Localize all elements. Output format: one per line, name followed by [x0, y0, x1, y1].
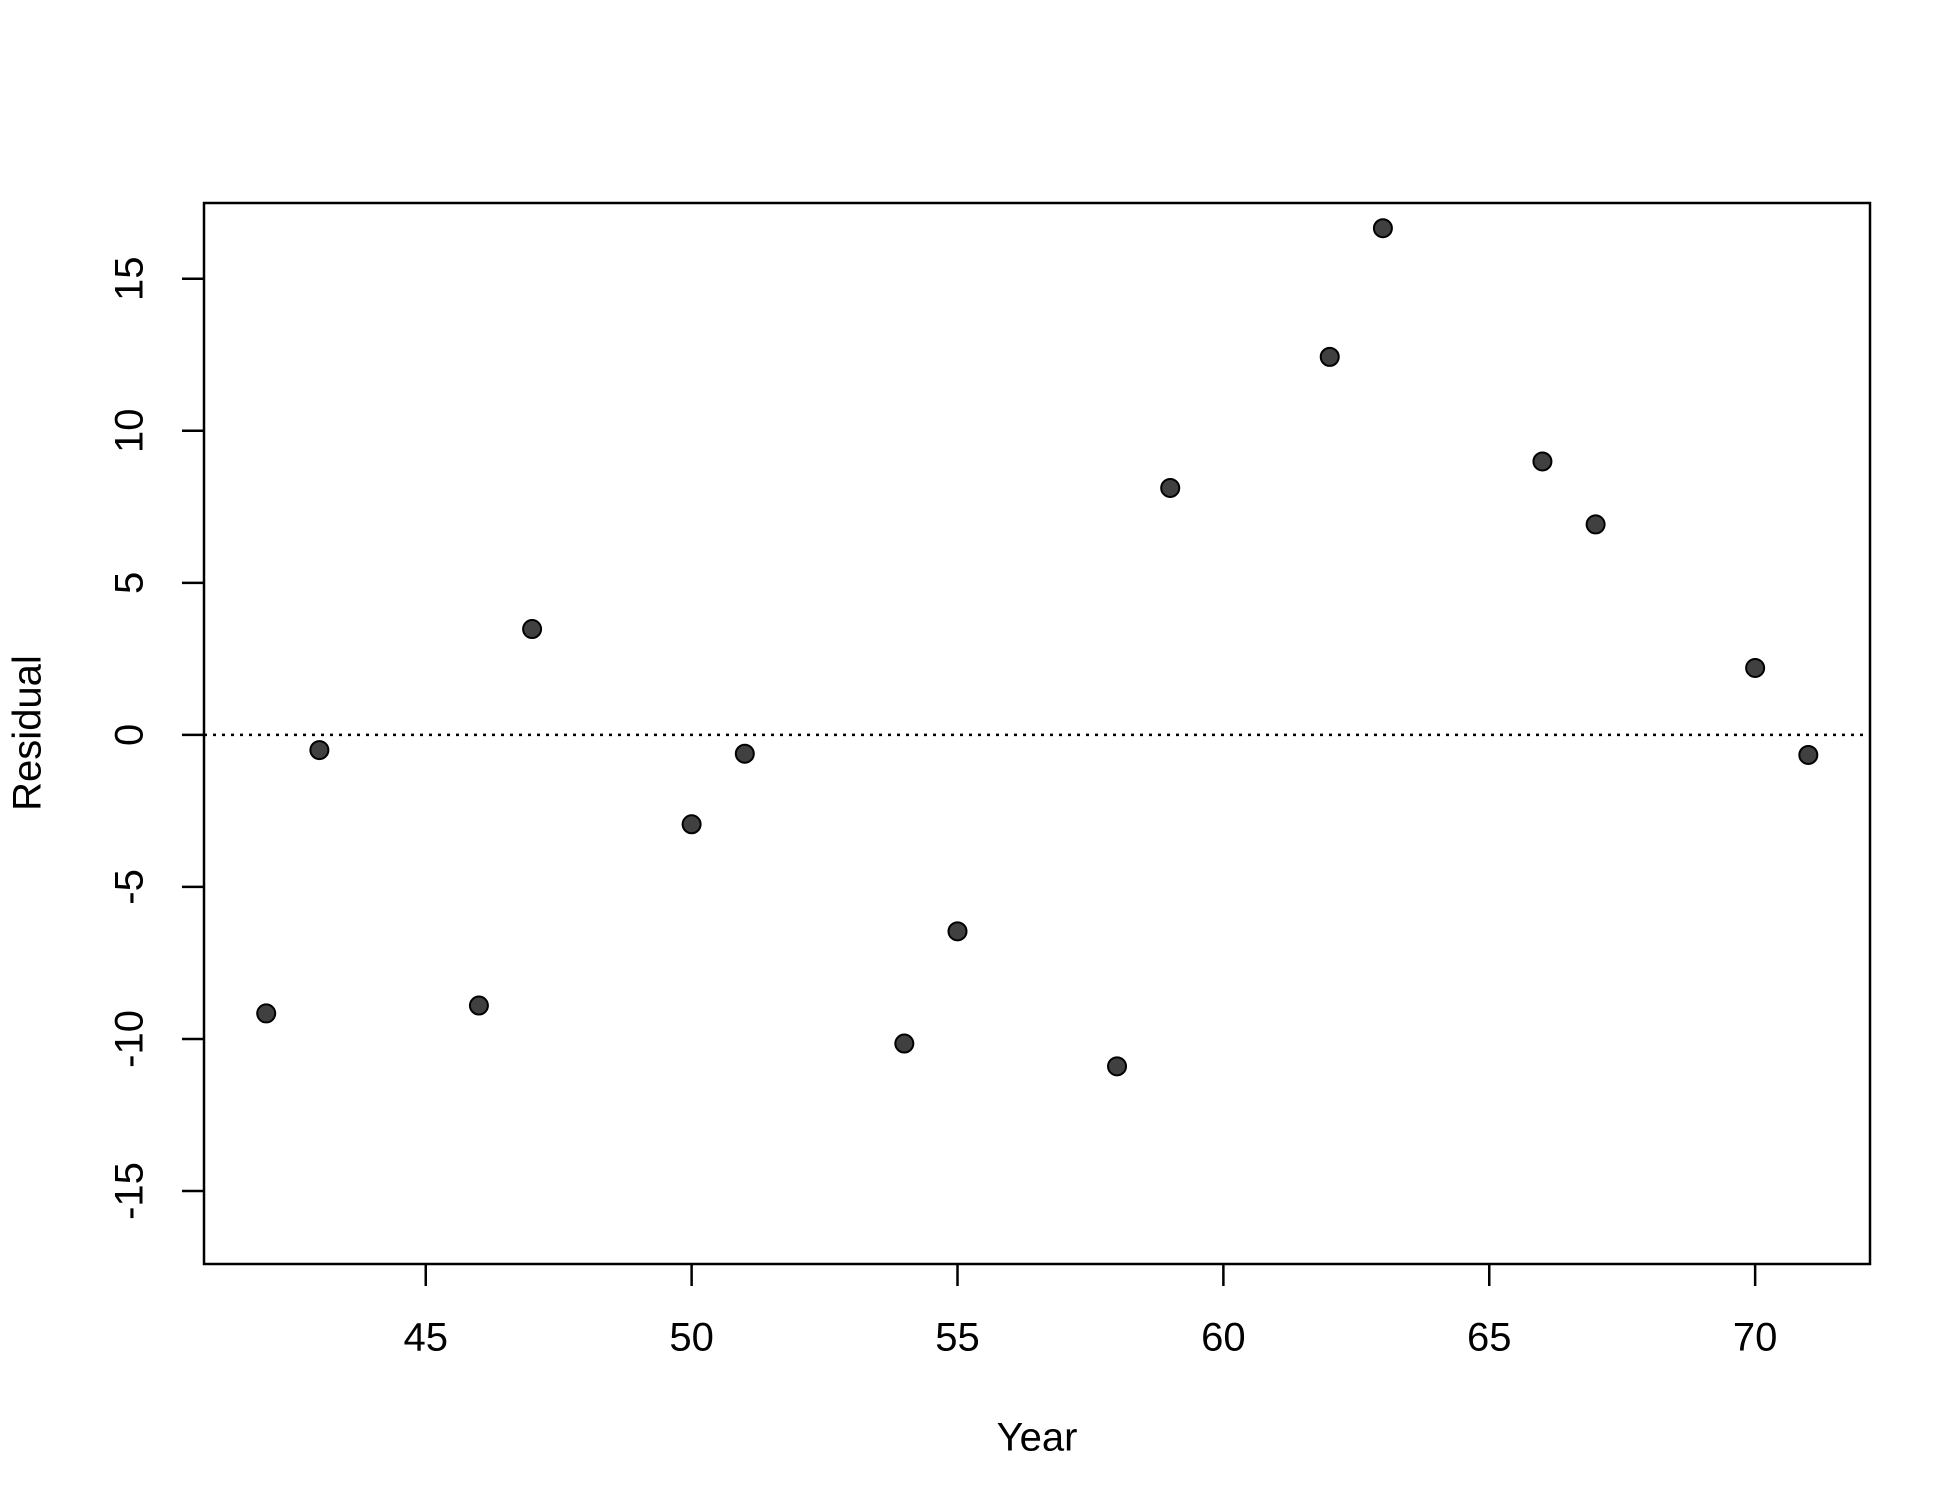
- x-tick-label: 50: [669, 1316, 714, 1360]
- y-tick-label: 0: [108, 724, 152, 746]
- y-tick-label: 15: [108, 256, 152, 301]
- point: [468, 995, 489, 1016]
- y-axis-label: Residual: [6, 655, 50, 811]
- y-tick-label: 5: [108, 572, 152, 594]
- point: [1372, 218, 1393, 239]
- point: [1319, 346, 1340, 367]
- x-tick-label: 65: [1467, 1316, 1512, 1360]
- point: [522, 619, 543, 640]
- x-tick-label: 60: [1201, 1316, 1246, 1360]
- point: [1532, 451, 1553, 472]
- point: [1585, 514, 1606, 535]
- point: [309, 740, 330, 761]
- point: [256, 1003, 277, 1024]
- y-tick-label: 10: [108, 409, 152, 454]
- point: [681, 814, 702, 835]
- point: [894, 1033, 915, 1054]
- point: [1107, 1056, 1128, 1077]
- plot-frame: [202, 201, 1872, 1266]
- x-axis-label: Year: [997, 1416, 1078, 1460]
- y-tick-label: -5: [108, 869, 152, 905]
- x-tick-label: 70: [1733, 1316, 1778, 1360]
- point: [1160, 477, 1181, 498]
- x-tick-label: 45: [403, 1316, 448, 1360]
- point: [734, 743, 755, 764]
- point: [1745, 657, 1766, 678]
- point: [1798, 744, 1819, 765]
- y-tick-label: -15: [108, 1162, 152, 1220]
- y-tick-label: -10: [108, 1010, 152, 1068]
- point: [947, 921, 968, 942]
- x-tick-label: 55: [935, 1316, 980, 1360]
